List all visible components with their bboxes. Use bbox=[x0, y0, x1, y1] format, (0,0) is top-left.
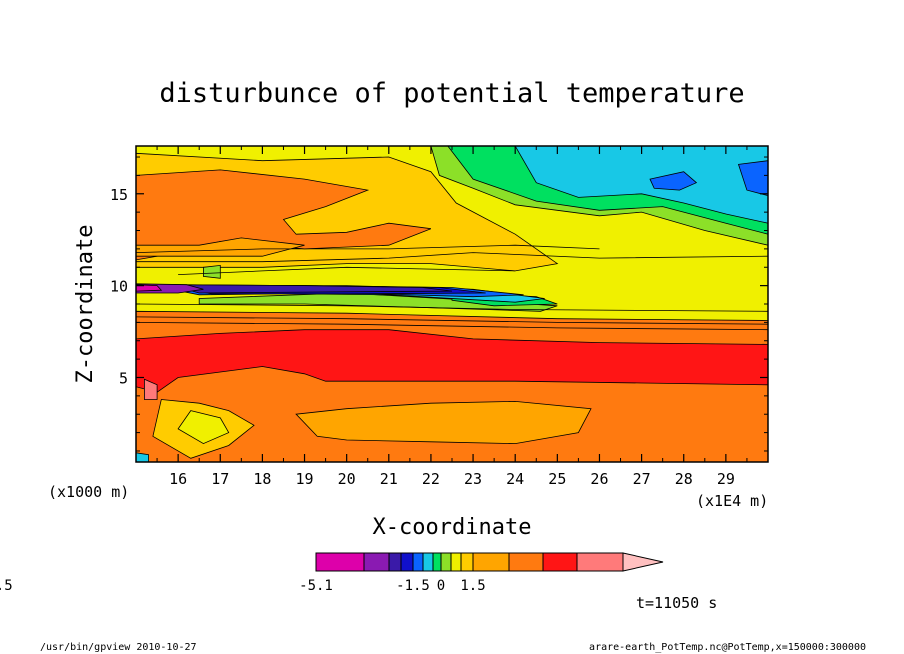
plot-area bbox=[136, 146, 768, 462]
region-cyan-upper bbox=[514, 146, 768, 224]
colorbar-arrow bbox=[622, 552, 664, 572]
colorbar-tick-label: -1.5 bbox=[396, 578, 430, 594]
x-tick-label: 25 bbox=[548, 470, 566, 488]
colorbar-segment bbox=[412, 552, 424, 572]
colorbar-labels: -5.1 -1.5 0 1.5 6.5 bbox=[0, 578, 486, 594]
chart-title: disturbunce of potential temperature bbox=[159, 78, 744, 109]
colorbar-segment bbox=[576, 552, 624, 572]
region-indigo-lens bbox=[169, 284, 453, 294]
x-tick-label: 18 bbox=[253, 470, 271, 488]
time-label: t=11050 s bbox=[636, 594, 717, 612]
contour-line bbox=[136, 316, 768, 325]
y-tick-label: 10 bbox=[110, 278, 128, 296]
region-blue-cell-1 bbox=[649, 171, 698, 191]
region-lower-orange bbox=[295, 400, 592, 445]
contour-line bbox=[136, 303, 768, 312]
x-scale-label: (x1E4 m) bbox=[696, 492, 768, 510]
contour-line bbox=[136, 244, 600, 253]
colorbar-segment bbox=[542, 552, 578, 572]
colorbar-segment bbox=[388, 552, 402, 572]
colorbar-segment bbox=[472, 552, 510, 572]
colorbar-segment bbox=[440, 552, 452, 572]
x-tick-label: 27 bbox=[633, 470, 651, 488]
colorbar-tick-label: 0 bbox=[437, 578, 445, 594]
colorbar-segment bbox=[422, 552, 434, 572]
x-tick-label: 17 bbox=[211, 470, 229, 488]
x-tick-label: 16 bbox=[169, 470, 187, 488]
footer-right: arare-earth_PotTemp.nc@PotTemp,x=150000:… bbox=[589, 642, 866, 653]
colorbar-segment bbox=[460, 552, 474, 572]
region-green-cell bbox=[202, 264, 221, 279]
x-tick-label: 22 bbox=[422, 470, 440, 488]
region-left-yellow-2 bbox=[177, 410, 230, 445]
colorbar-tick-label: -5.1 bbox=[299, 578, 333, 594]
colorbar-tick-label: 6.5 bbox=[0, 578, 13, 594]
x-tick-label: 26 bbox=[590, 470, 608, 488]
x-axis-title: X-coordinate bbox=[373, 515, 532, 540]
region-red-band bbox=[136, 329, 768, 393]
colorbar bbox=[315, 552, 664, 572]
region-pink-cell bbox=[143, 378, 158, 400]
contour-line bbox=[136, 322, 768, 331]
y-tick-label: 5 bbox=[119, 369, 128, 387]
footer-left: /usr/bin/gpview 2010-10-27 bbox=[40, 642, 197, 653]
contour-line bbox=[136, 252, 768, 263]
x-tick-label: 23 bbox=[464, 470, 482, 488]
contour-line bbox=[178, 266, 516, 275]
x-tick-label: 28 bbox=[675, 470, 693, 488]
x-axis: 16 17 18 19 20 21 22 23 24 25 26 27 28 29 bbox=[156, 146, 748, 488]
region-green-lens bbox=[198, 292, 558, 312]
colorbar-segment bbox=[508, 552, 544, 572]
region-bottom-cyan bbox=[136, 452, 150, 462]
x-tick-label: 29 bbox=[717, 470, 735, 488]
colorbar-segment bbox=[450, 552, 462, 572]
colorbar-segment bbox=[432, 552, 442, 572]
x-unit-label: (x1000 m) bbox=[48, 483, 129, 501]
x-tick-label: 19 bbox=[296, 470, 314, 488]
x-tick-label: 20 bbox=[338, 470, 356, 488]
colorbar-segment bbox=[315, 552, 365, 572]
x-tick-label: 21 bbox=[380, 470, 398, 488]
x-tick-label: 24 bbox=[506, 470, 524, 488]
region-blue-cell-2 bbox=[737, 160, 768, 197]
colorbar-segment bbox=[363, 552, 390, 572]
colorbar-segment bbox=[400, 552, 414, 572]
region-magenta-cell bbox=[136, 284, 163, 292]
y-axis: 5 10 15 bbox=[110, 156, 768, 452]
colorbar-tick-label: 1.5 bbox=[460, 578, 485, 594]
y-axis-title: Z-coordinate bbox=[73, 225, 98, 384]
y-tick-label: 15 bbox=[110, 186, 128, 204]
